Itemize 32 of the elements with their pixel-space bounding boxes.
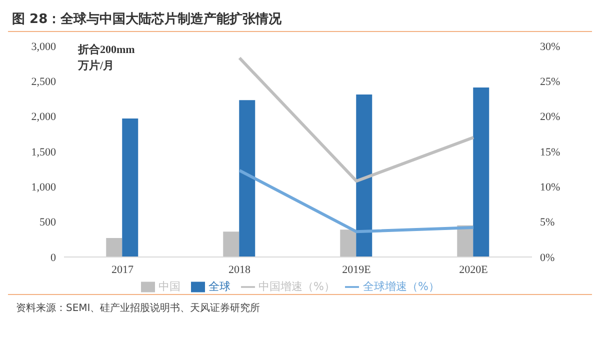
y2-tick-label: 15% [540, 146, 560, 158]
y2-tick-label: 10% [540, 182, 560, 194]
y-tick-label: 1,500 [31, 146, 56, 158]
text: 资料来源：SEMI、硅产业招股说明书、天风证券研究所 [8, 294, 592, 315]
bar [106, 238, 122, 257]
bar [239, 100, 256, 257]
x-tick-label: 2020E [459, 264, 488, 276]
x-tick-label: 2019E [342, 264, 372, 276]
bar [340, 230, 356, 257]
legend-label: 全球 [208, 280, 231, 293]
y2-tick-label: 5% [540, 216, 555, 229]
x-tick-label: 2017 [112, 264, 134, 276]
bar [473, 87, 490, 257]
legend-label: 中国增速（%） [258, 280, 335, 293]
x-tick-label: 2018 [228, 264, 251, 276]
y-tick-label: 2,000 [31, 111, 56, 124]
y2-tick-label: 25% [540, 76, 560, 88]
bar [356, 94, 372, 257]
bar [223, 232, 240, 257]
bar [122, 118, 138, 257]
legend-label: 全球增速（%） [363, 280, 440, 293]
y-tick-label: 500 [40, 216, 56, 229]
y-tick-label: 1,000 [31, 182, 56, 194]
y-tick-label: 0 [50, 252, 56, 264]
chart-title: 图 28：全球与中国大陆芯片制造产能扩张情况 [8, 8, 592, 32]
y2-tick-label: 0% [540, 252, 555, 264]
legend-label: 中国 [158, 280, 181, 293]
annotation: 折合200mm 万片/月 [78, 42, 135, 74]
y-tick-label: 2,500 [31, 76, 56, 88]
y2-tick-label: 20% [540, 111, 560, 124]
y-tick-label: 3,000 [31, 40, 56, 53]
y2-tick-label: 30% [540, 40, 560, 53]
